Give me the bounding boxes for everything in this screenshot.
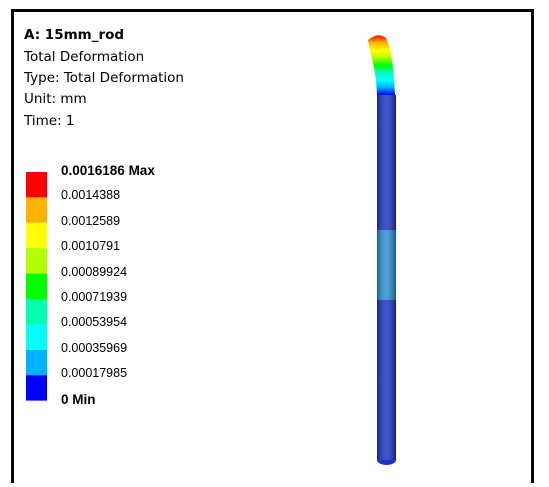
legend-colorbar xyxy=(26,172,47,401)
legend-band xyxy=(26,350,47,375)
result-info: Type: Total Deformation xyxy=(24,70,184,86)
legend-label: 0.00053954 xyxy=(61,315,127,329)
result-info: Time: 1 xyxy=(24,113,74,129)
legend-band xyxy=(26,274,47,299)
result-info: Total Deformation xyxy=(24,49,144,65)
legend-label: 0.00035969 xyxy=(61,341,127,355)
legend-label: 0.0010791 xyxy=(61,239,120,253)
rod-tip xyxy=(368,35,395,95)
legend-band xyxy=(26,299,47,324)
legend-label: 0.00071939 xyxy=(61,290,127,304)
legend-label: 0.0014388 xyxy=(61,188,120,202)
legend-band xyxy=(26,197,47,222)
legend-label: 0.0016186 Max xyxy=(61,163,155,178)
legend-band xyxy=(26,223,47,248)
legend-label: 0.00017985 xyxy=(61,366,127,380)
rod-model xyxy=(368,35,396,465)
rod-shading xyxy=(377,95,396,460)
legend-label: 0.0012589 xyxy=(61,214,120,228)
screenshot: {"header": {"title": "A: 15mm_rod", "lin… xyxy=(0,0,549,487)
legend-band xyxy=(26,324,47,349)
legend-band xyxy=(26,248,47,273)
result-title: A: 15mm_rod xyxy=(24,27,124,43)
legend-band xyxy=(26,172,47,197)
result-info: Unit: mm xyxy=(24,91,87,107)
legend-label: 0 Min xyxy=(61,392,96,407)
legend-band xyxy=(26,375,47,400)
legend-label: 0.00089924 xyxy=(61,265,127,279)
